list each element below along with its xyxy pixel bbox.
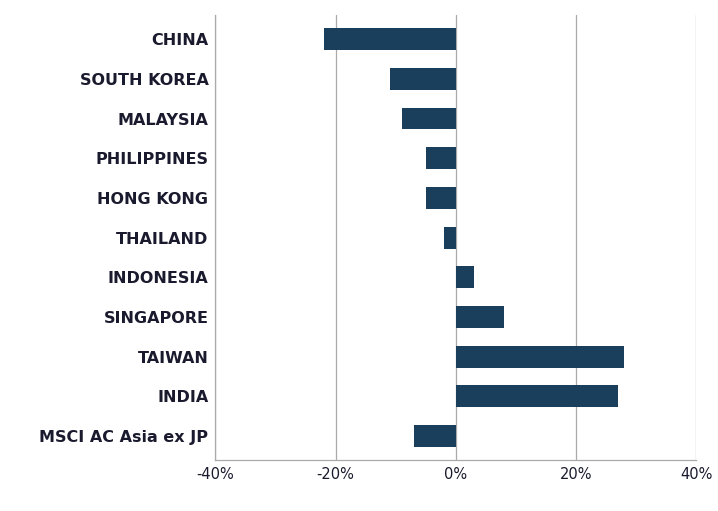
Bar [426, 147, 456, 169]
Bar [456, 385, 618, 407]
Bar [414, 425, 456, 447]
Bar [402, 108, 456, 129]
Bar [456, 306, 504, 328]
Bar [324, 28, 456, 50]
Bar [426, 187, 456, 209]
Bar [444, 227, 456, 248]
Bar [390, 68, 456, 90]
Bar [456, 346, 625, 367]
Bar [456, 266, 474, 288]
